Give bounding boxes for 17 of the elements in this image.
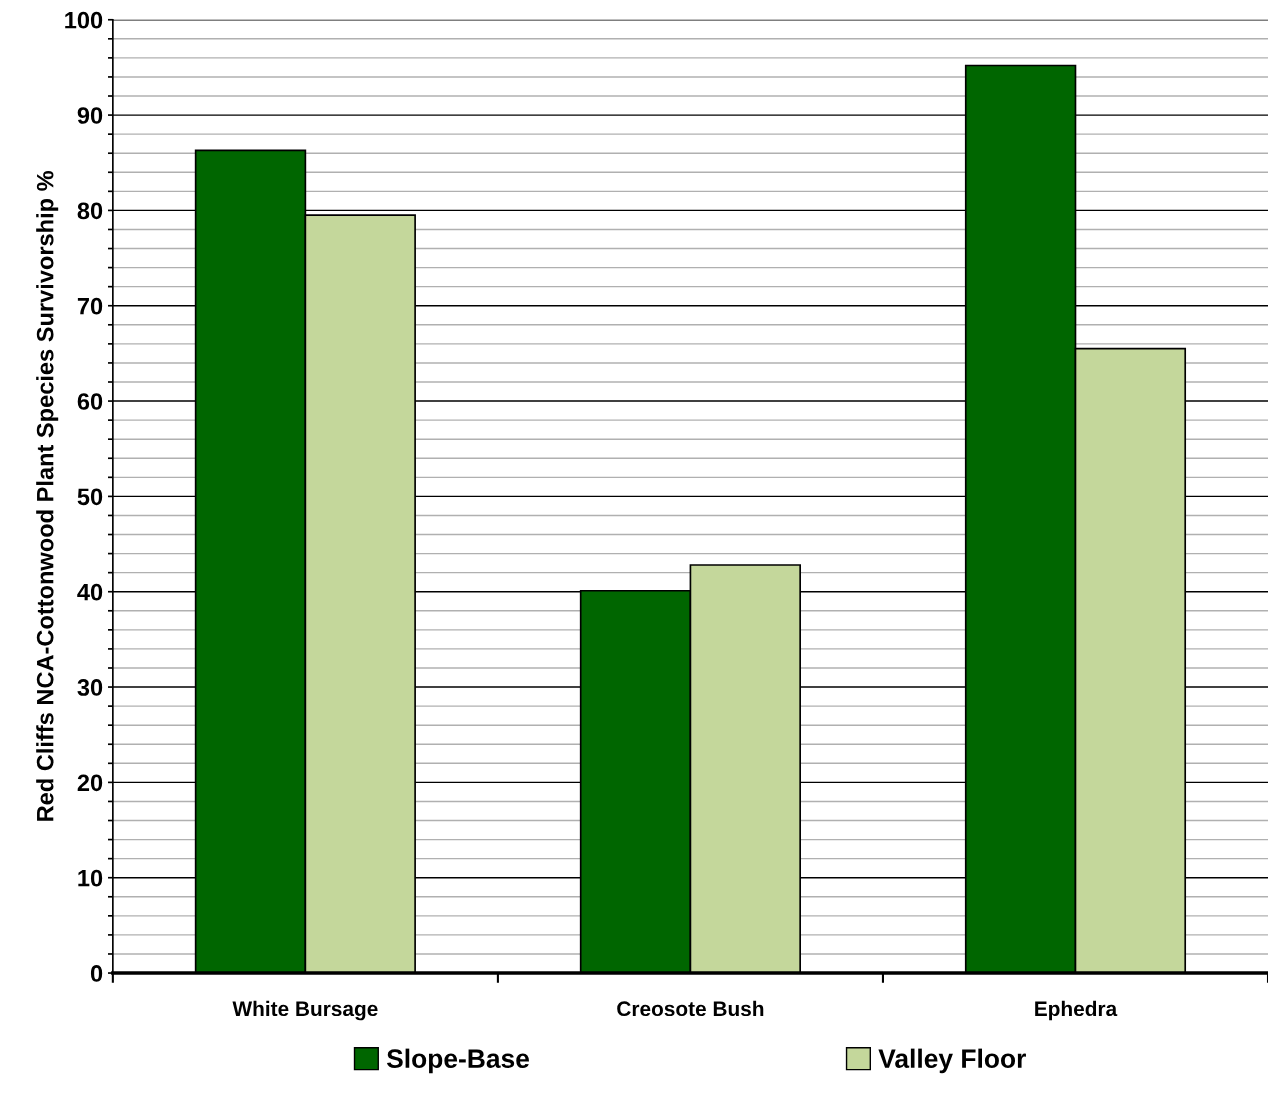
legend-label: Valley Floor xyxy=(878,1048,1026,1074)
y-tick-label: 100 xyxy=(65,11,103,29)
y-tick-label: 90 xyxy=(77,107,103,124)
x-tick-label: Ephedra xyxy=(1035,1000,1118,1021)
x-tick-label: White Bursage xyxy=(232,1000,378,1021)
y-axis-title: Red Cliffs NCA-Cottonwood Plant Species Survivorship % xyxy=(36,171,59,821)
y-tick-label: 80 xyxy=(77,202,103,220)
y-tick-label: 70 xyxy=(77,297,103,315)
y-tick-label: 0 xyxy=(90,965,103,982)
y-tick-label: 20 xyxy=(77,774,103,792)
y-tick-label: 30 xyxy=(77,679,103,696)
x-tick-label: Creosote Bush xyxy=(617,1000,764,1017)
y-tick-label: 60 xyxy=(77,393,103,410)
y-tick-label: 10 xyxy=(78,869,103,887)
y-tick-label: 50 xyxy=(77,488,103,506)
legend-label: Slope-Base xyxy=(386,1048,529,1074)
y-tick-label: 40 xyxy=(77,583,103,601)
